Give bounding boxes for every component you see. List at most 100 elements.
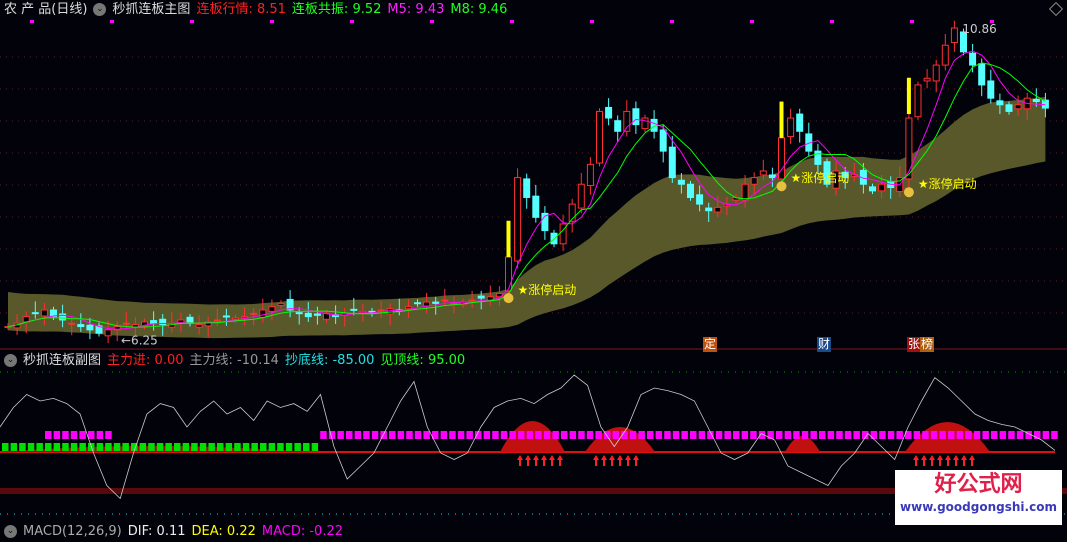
top-signal-bar — [715, 431, 723, 439]
bottom-signal-bar — [62, 443, 69, 451]
candle-body — [768, 174, 776, 179]
buy-arrow-icon — [625, 455, 631, 466]
event-tag-zhang[interactable]: 张 — [907, 337, 922, 352]
candle-body — [550, 232, 558, 245]
top-signal-bar — [905, 431, 912, 439]
sub-f4-value: 95.00 — [427, 353, 466, 368]
top-signal-bar — [423, 431, 430, 439]
candle-body — [687, 183, 694, 198]
bottom-signal-bar — [174, 443, 181, 451]
top-signal-bar — [354, 431, 362, 439]
sub-f1-label: 主力进: — [107, 353, 151, 368]
candle-body — [50, 309, 57, 318]
f1-value: 8.51 — [256, 2, 286, 17]
candle-body — [978, 63, 986, 86]
event-tag-cai[interactable]: 财 — [817, 337, 832, 352]
top-signal-bar — [896, 431, 903, 439]
candle-body — [477, 295, 485, 299]
top-signal-bar — [88, 431, 95, 439]
event-tag-bang[interactable]: 榜 — [920, 337, 935, 352]
top-signal-bar — [543, 431, 551, 439]
top-signal-bar — [750, 431, 757, 439]
top-signal-bar — [70, 431, 78, 439]
candle-body — [68, 322, 76, 325]
top-signal-bar — [810, 431, 817, 439]
chart-canvas[interactable]: ★涨停启动 ★涨停启动 ★涨停启动 10.86 ←6.25 — [0, 0, 1067, 531]
ma8-line — [7, 62, 1046, 328]
buy-arrow-icon — [533, 455, 539, 466]
macd-name[interactable]: MACD(12,26,9) — [23, 524, 122, 539]
trend-band — [8, 97, 1046, 339]
top-signal-bar — [397, 431, 405, 439]
top-signal-bar — [776, 431, 783, 439]
candle-body — [295, 312, 303, 315]
bottom-signal-bar — [260, 443, 267, 451]
candle-body — [878, 183, 886, 192]
bottom-signal-bar — [182, 443, 190, 451]
top-signal-bar — [552, 431, 559, 439]
top-signal-bar — [475, 431, 482, 439]
bottom-signal-bar — [131, 443, 138, 451]
indicator-menu-icon[interactable]: ⌄ — [93, 3, 107, 16]
candle-body — [286, 298, 294, 311]
macd-value: MACD: -0.22 — [261, 524, 343, 539]
buy-arrow-icon — [929, 455, 935, 466]
buy-arrow-icon — [969, 455, 975, 466]
top-signal-bar — [956, 431, 964, 439]
top-signal-bar — [509, 431, 516, 439]
candle-body — [596, 110, 603, 164]
buy-arrow-icon — [525, 455, 531, 466]
candle-body — [122, 322, 130, 325]
candle-body — [696, 194, 704, 205]
bottom-signal-bar — [251, 443, 258, 451]
main-force-area — [585, 427, 655, 452]
candle-body — [259, 309, 267, 318]
candle-body — [523, 178, 531, 198]
candle-body — [1005, 104, 1013, 112]
top-signal-bar — [414, 431, 422, 439]
buy-arrow-icon — [617, 455, 623, 466]
top-marker — [510, 20, 514, 23]
candle-body — [750, 177, 758, 185]
bottom-signal-bar — [70, 443, 78, 451]
candle-body — [641, 117, 649, 130]
main-indicator-name[interactable]: 秒抓连板主图 — [112, 2, 191, 17]
candle-body — [268, 306, 276, 312]
bottom-signal-bar — [165, 443, 172, 451]
candle-body — [40, 309, 48, 317]
bottom-signal-bar — [53, 443, 61, 451]
sub-f3-label: 抄底线: — [284, 353, 329, 368]
top-signal-bar — [733, 431, 740, 439]
top-signal-bar — [973, 431, 981, 439]
f1-label: 连板行情: — [196, 2, 253, 17]
symbol-title: 农 产 品(日线) — [4, 2, 88, 17]
bottom-signal-bar — [2, 443, 9, 451]
top-signal-bar — [982, 431, 989, 439]
candle-body — [632, 108, 640, 126]
top-signal-bar — [440, 431, 448, 439]
candle-body — [377, 309, 385, 312]
candle-body — [232, 317, 239, 320]
sub-f4-label: 见顶线: — [380, 353, 424, 368]
candle-body — [77, 324, 85, 328]
macd-menu-icon[interactable]: ⌄ — [4, 525, 17, 538]
top-signal-bar — [707, 431, 714, 439]
event-tag-ding[interactable]: 定 — [703, 337, 718, 352]
top-marker — [190, 20, 194, 23]
candle-body — [313, 313, 321, 316]
sub-indicator-name[interactable]: 秒抓连板副图 — [23, 353, 102, 368]
candle-body — [1032, 98, 1040, 102]
top-signal-bar — [853, 431, 860, 439]
buy-arrow-icon — [937, 455, 943, 466]
candle-body — [841, 171, 849, 179]
top-signal-bar — [991, 431, 998, 439]
top-signal-bar — [784, 431, 792, 439]
top-signal-bar — [389, 431, 396, 439]
top-signal-bar — [948, 431, 955, 439]
candle-body — [796, 113, 804, 132]
sub-indicator-menu-icon[interactable]: ⌄ — [4, 354, 17, 367]
top-signal-bar — [690, 431, 697, 439]
money-bag-icon — [776, 181, 787, 192]
candle-body — [614, 120, 622, 132]
main-force-area — [0, 446, 310, 452]
